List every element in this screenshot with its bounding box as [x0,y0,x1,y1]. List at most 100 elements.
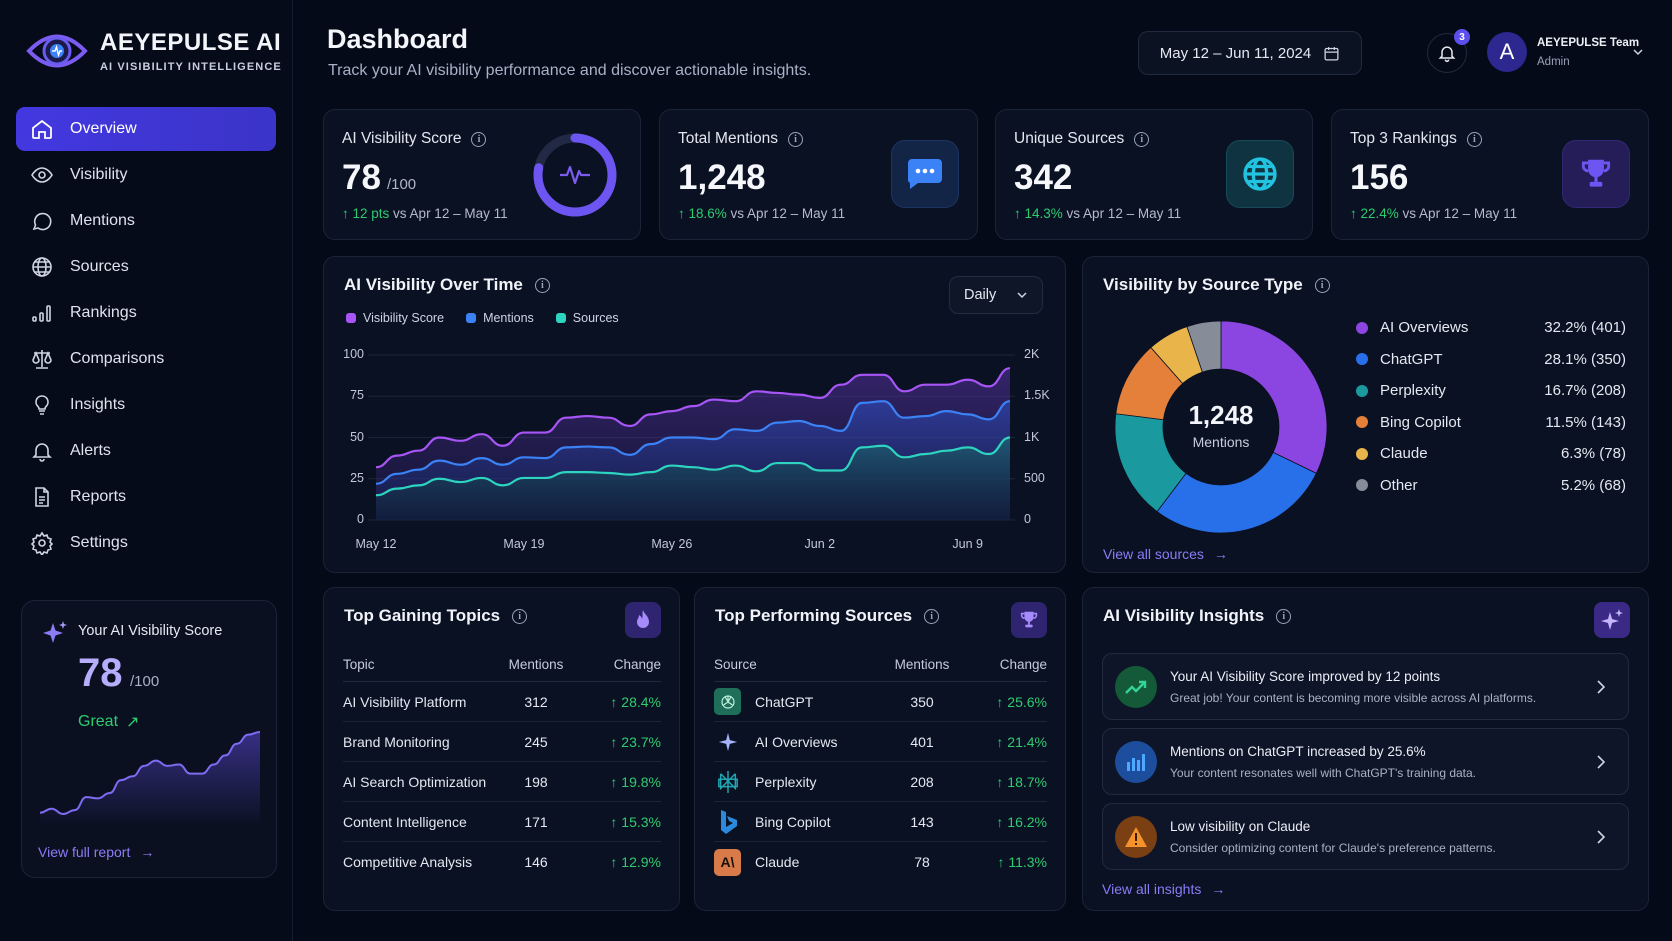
avatar[interactable]: A [1487,32,1527,72]
table-row[interactable]: AI Overviews 401 ↑ 21.4% [714,722,1047,762]
insight-item[interactable]: Your AI Visibility Score improved by 12 … [1102,653,1629,720]
column-header[interactable]: Mentions [894,657,950,672]
calendar-icon [1324,46,1339,61]
source-change: ↑ 18.7% [996,773,1047,790]
info-icon[interactable]: i [1314,277,1330,293]
table-row[interactable]: A\ Claude 78 ↑ 11.3% [714,842,1047,882]
donut-slice-ai-overviews[interactable] [1220,320,1328,474]
table-row[interactable]: ChatGPT 350 ↑ 25.6% [714,682,1047,722]
view-full-report-link[interactable]: View full report → [38,844,154,860]
y-tick-right: 2K [1024,347,1040,361]
source-change: ↑ 16.2% [996,813,1047,830]
table-row[interactable]: Bing Copilot 143 ↑ 16.2% [714,802,1047,842]
info-icon[interactable]: i [471,131,487,147]
y-tick-right: 500 [1024,470,1045,485]
topic-name: AI Search Optimization [343,773,487,790]
bell-icon [32,443,52,462]
legend-item[interactable]: Mentions [466,311,534,325]
insight-title: Mentions on ChatGPT increased by 25.6% [1170,743,1426,759]
sidebar-nav: Overview Visibility Mentions Sources Ran… [16,107,276,567]
table-row[interactable]: AI Visibility Platform 312 ↑ 28.4% [343,682,661,722]
series-line-sources[interactable] [375,436,1011,497]
table-row[interactable]: AI Search Optimization 198 ↑ 19.8% [343,762,661,802]
info-icon[interactable]: i [1134,131,1150,147]
panel-title-text: AI Visibility Insights [1103,606,1265,625]
series-area-sources [376,437,1010,520]
kpi-compare: vs Apr 12 – May 11 [730,206,846,221]
column-header[interactable]: Change [999,657,1047,672]
brand-logo[interactable]: AEYEPULSE AI AI VISIBILITY INTELLIGENCE [26,26,282,76]
source-donut-chart [1114,320,1328,534]
kpi-delta-value: ↑ 18.6% [678,206,727,221]
score-trend-chart [39,731,261,826]
table-row[interactable]: Competitive Analysis 146 ↑ 12.9% [343,842,661,882]
insight-item[interactable]: Low visibility on Claude Consider optimiz… [1102,803,1629,870]
legend-item[interactable]: ChatGPT 28.1% (350) [1356,351,1626,368]
chevron-down-icon[interactable] [1632,46,1644,58]
bell-icon [1438,46,1456,63]
kpi-compare: vs Apr 12 – May 11 [1066,206,1182,221]
view-all-insights-link[interactable]: View all insights → [1102,881,1225,897]
info-icon[interactable]: i [1276,608,1292,624]
column-header[interactable]: Change [613,657,661,672]
series-line-visibility-score[interactable] [375,367,1011,469]
info-icon[interactable]: i [1466,131,1482,147]
donut-slice-other[interactable] [1186,320,1222,373]
sidebar-item-comparisons[interactable]: Comparisons [16,337,276,381]
date-range-picker[interactable]: May 12 – Jun 11, 2024 [1138,31,1362,75]
legend-item[interactable]: Claude 6.3% (78) [1356,445,1626,462]
granularity-dropdown[interactable]: Daily [949,276,1043,314]
sidebar-item-sources[interactable]: Sources [16,245,276,289]
legend-item[interactable]: Visibility Score [346,311,444,325]
panel-title: Top Performing Sources i [715,606,940,626]
x-tick: Jun 9 [952,537,984,551]
arrow-right-icon: → [1213,546,1228,562]
sidebar-item-mentions[interactable]: Mentions [16,199,276,243]
document-icon [35,487,49,507]
sidebar-item-label: Rankings [70,304,137,321]
legend-item[interactable]: Bing Copilot 11.5% (143) [1356,414,1626,431]
flame-icon [625,602,661,638]
donut-slice-chatgpt[interactable] [1156,451,1317,534]
legend-item[interactable]: AI Overviews 32.2% (401) [1356,319,1626,336]
info-icon[interactable]: i [534,277,550,293]
view-all-sources-link[interactable]: View all sources → [1103,546,1228,562]
info-icon[interactable]: i [924,608,940,624]
column-header[interactable]: Source [714,657,757,672]
topic-mentions: 245 [524,733,548,750]
visibility-over-time-panel: AI Visibility Over Time i Visibility Scor… [323,256,1066,573]
legend-item[interactable]: Other 5.2% (68) [1356,477,1626,494]
kpi-card-visibility-score: AI Visibility Score i 78/100 ↑ 12 pts vs … [323,109,641,240]
table-row[interactable]: Content Intelligence 171 ↑ 15.3% [343,802,661,842]
sidebar-item-settings[interactable]: Settings [16,521,276,565]
info-icon[interactable]: i [512,608,528,624]
bar-chart-icon [1115,740,1157,783]
column-header[interactable]: Mentions [508,657,564,672]
column-header[interactable]: Topic [343,657,375,672]
user-name[interactable]: AEYEPULSE Team [1537,37,1640,49]
sidebar-item-rankings[interactable]: Rankings [16,291,276,335]
series-line-mentions[interactable] [375,400,1011,485]
table-row[interactable]: Brand Monitoring 245 ↑ 23.7% [343,722,661,762]
info-icon[interactable]: i [787,131,803,147]
sidebar-item-insights[interactable]: Insights [16,383,276,427]
kpi-label-text: Unique Sources [1014,130,1125,147]
kpi-value: 342 [1014,158,1073,197]
sidebar-item-label: Insights [70,396,126,413]
kpi-delta: ↑ 14.3% vs Apr 12 – May 11 [1014,206,1181,221]
view-all-insights-label: View all insights [1102,881,1202,897]
table-row[interactable]: Perplexity 208 ↑ 18.7% [714,762,1047,802]
insight-item[interactable]: Mentions on ChatGPT increased by 25.6% Yo… [1102,728,1629,795]
sidebar-item-overview[interactable]: Overview [16,107,276,151]
sidebar-item-reports[interactable]: Reports [16,475,276,519]
score-rating: Great ↗ [78,712,139,732]
topic-change: ↑ 28.4% [610,693,661,710]
legend-item[interactable]: Sources [555,311,619,325]
legend-item[interactable]: Perplexity 16.7% (208) [1356,382,1626,399]
notifications-button[interactable] [1427,33,1467,73]
sidebar-item-visibility[interactable]: Visibility [16,153,276,197]
y-tick-left: 50 [350,429,364,444]
source-name: Claude [755,854,800,870]
legend-label: Mentions [483,311,534,325]
sidebar-item-alerts[interactable]: Alerts [16,429,276,473]
